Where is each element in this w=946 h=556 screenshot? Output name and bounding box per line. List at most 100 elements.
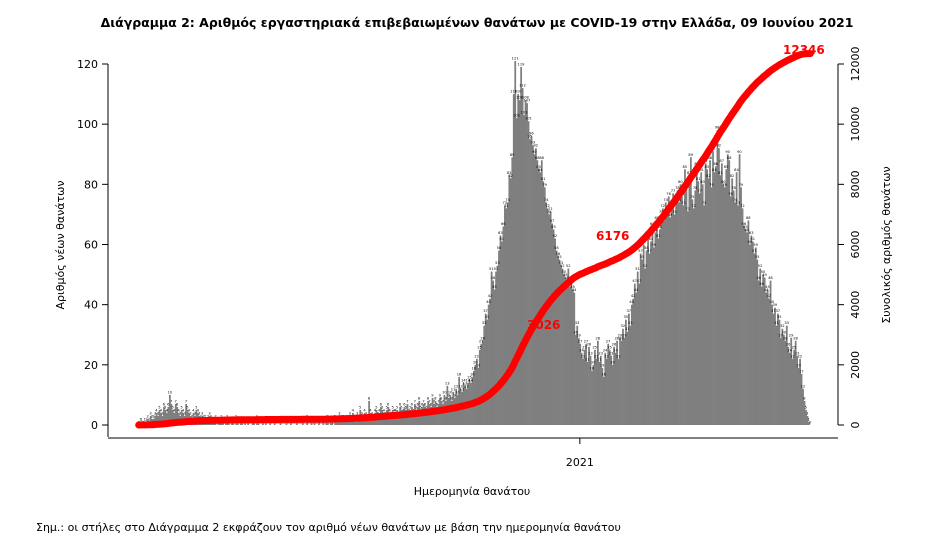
bar (732, 190, 735, 425)
bar-value-label: 27 (606, 339, 611, 343)
bar-value-label: 82 (730, 174, 735, 178)
bar-value-label: 79 (722, 183, 727, 187)
bar-value-label: 25 (592, 345, 597, 349)
bar-value-label: 6 (424, 402, 427, 406)
bar (340, 421, 342, 425)
bar (408, 412, 410, 425)
annotation-label: 6176 (596, 229, 629, 243)
y-tick-label-left: 60 (84, 239, 98, 252)
bar-value-label: 12 (454, 384, 459, 388)
bar-value-label: 19 (600, 363, 605, 367)
y-tick-label-right: 6000 (849, 231, 862, 259)
bar-value-label: 9 (439, 393, 442, 397)
bar (588, 346, 590, 425)
bar (555, 250, 558, 425)
bar-value-label: 4 (197, 408, 200, 412)
bar-value-label: 70 (659, 210, 664, 214)
bar (775, 325, 778, 425)
bar (780, 337, 782, 425)
bar-value-label: 5 (180, 405, 182, 409)
y-tick-label-left: 0 (91, 419, 98, 432)
bar (362, 418, 365, 425)
bar (366, 418, 369, 425)
bar (802, 388, 804, 425)
bar (617, 358, 620, 425)
bar-value-label: 78 (693, 186, 698, 190)
bar-value-label: 64 (745, 228, 750, 232)
bar-value-label: 6 (403, 402, 406, 406)
bar-value-label: 32 (780, 324, 785, 328)
bar-value-label: 29 (778, 333, 783, 337)
bar-value-label: 22 (616, 354, 621, 358)
bar-value-label: 15 (467, 375, 472, 379)
bar (412, 412, 415, 425)
bar-value-label: 107 (523, 99, 530, 103)
bar-value-label: 11 (460, 387, 465, 391)
bar-value-label: 68 (654, 216, 659, 220)
bar-value-label: 53 (559, 261, 564, 265)
bar (753, 253, 756, 425)
bar (608, 349, 611, 425)
bar-value-label: 7 (170, 399, 172, 403)
bar-value-label: 1 (808, 417, 810, 421)
bar (784, 340, 787, 425)
bar (241, 421, 244, 425)
bar (676, 190, 679, 425)
bar (586, 361, 589, 425)
bar-value-label: 2 (210, 414, 212, 418)
bar-value-label: 3 (356, 411, 358, 415)
bar-value-label: 63 (749, 231, 754, 235)
bar (554, 238, 556, 425)
bar (589, 355, 592, 425)
bar (335, 421, 338, 425)
bar (290, 421, 292, 425)
bar (722, 184, 725, 425)
bar-value-label: 37 (626, 309, 631, 313)
bar-value-label: 31 (625, 327, 630, 331)
bar (585, 343, 587, 425)
bar-value-label: 85 (683, 165, 688, 169)
bar-value-label: 24 (603, 348, 608, 352)
bar-value-label: 66 (501, 222, 506, 226)
bar-value-label: 5 (195, 405, 197, 409)
bar (523, 115, 525, 426)
bar-value-label: 8 (427, 396, 430, 400)
bar (791, 358, 794, 425)
bar (781, 328, 784, 425)
bar-value-label: 121 (512, 56, 519, 60)
bar-value-label: 5 (396, 405, 398, 409)
bar-value-label: 52 (560, 264, 565, 268)
bar-value-label: 28 (595, 336, 600, 340)
bar-value-label: 5 (172, 405, 174, 409)
bar (806, 415, 809, 425)
bar-value-label: 23 (598, 351, 603, 355)
bar (726, 154, 729, 425)
bar-value-label: 4 (192, 408, 195, 412)
bar-value-label: 55 (755, 255, 760, 259)
bar (644, 268, 647, 425)
bar-value-label: 42 (767, 294, 772, 298)
bar (492, 280, 494, 425)
bar (787, 346, 790, 425)
bar (692, 208, 695, 425)
bar (264, 421, 267, 425)
bar-value-label: 78 (731, 186, 736, 190)
bar-value-label: 29 (622, 333, 627, 337)
bar (520, 67, 523, 425)
bar-value-label: 84 (734, 168, 739, 172)
bar (749, 244, 751, 425)
bar-value-label: 9 (431, 393, 434, 397)
bar (700, 172, 703, 425)
bar-value-label: 33 (774, 321, 779, 325)
bar (661, 208, 664, 425)
bar (694, 190, 697, 425)
bar (195, 409, 198, 425)
bar (797, 367, 800, 425)
bar-value-label: 17 (799, 369, 804, 373)
bar (715, 166, 717, 426)
bar-value-label: 45 (765, 285, 770, 289)
bar-value-label: 88 (727, 156, 732, 160)
bar-value-label: 20 (610, 360, 615, 364)
bar (329, 421, 332, 425)
bar (170, 403, 173, 425)
